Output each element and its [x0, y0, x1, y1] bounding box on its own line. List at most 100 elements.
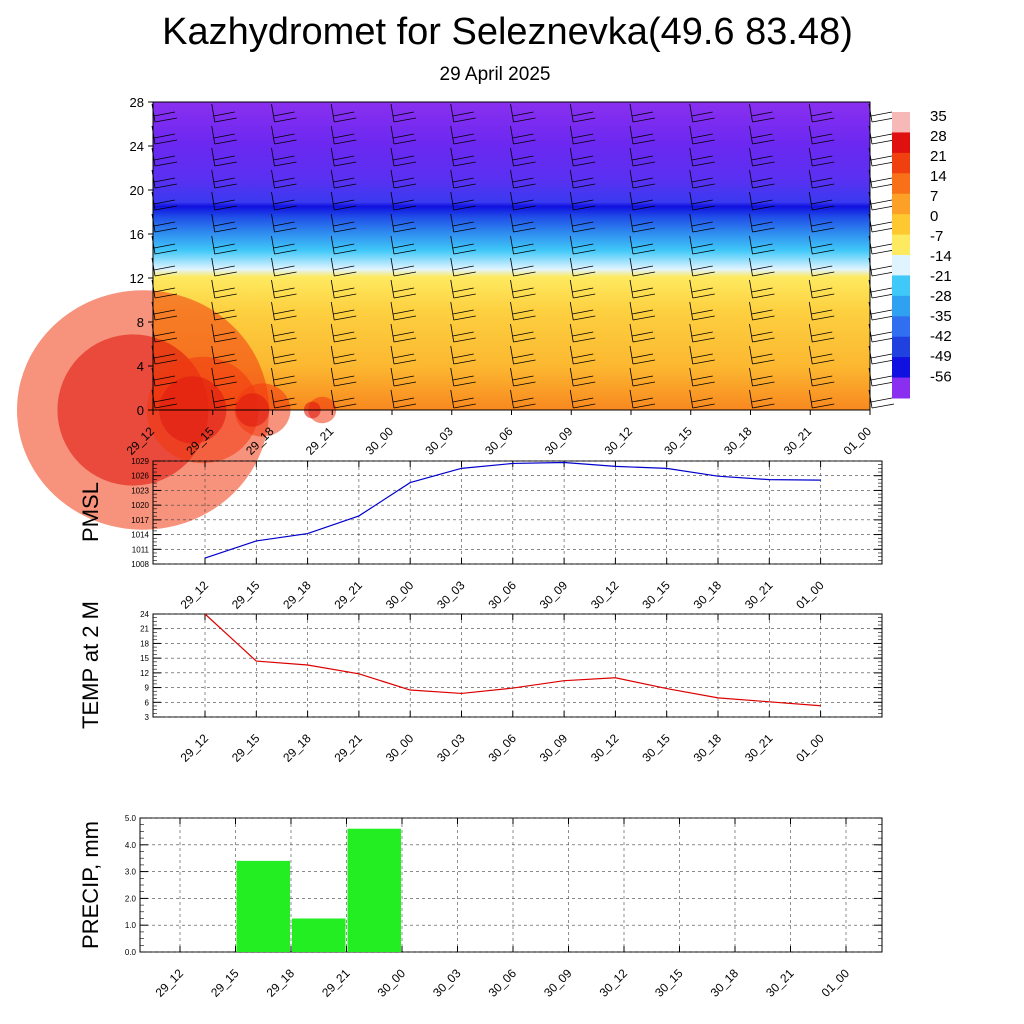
wind-barb: [211, 235, 237, 255]
wind-barb: [450, 367, 476, 387]
wind-barb: [330, 147, 357, 167]
precip-bar: [347, 828, 401, 952]
x-tick-label: 30_06: [485, 578, 519, 612]
y-tick-label: 1011: [132, 545, 150, 554]
wind-barb: [510, 367, 536, 387]
wind-barb: [569, 323, 596, 343]
wind-barb: [510, 125, 536, 145]
x-tick-label: 30_00: [383, 578, 417, 612]
wind-barb: [868, 389, 895, 409]
x-tick-label: 29_12: [153, 966, 187, 1000]
wind-barb: [271, 103, 297, 123]
wind-barb: [868, 367, 895, 387]
wind-barb: [749, 389, 775, 409]
wind-barb: [510, 103, 536, 123]
colorbar-segment: [892, 377, 910, 399]
x-tick-label: 30_12: [602, 424, 636, 458]
wind-barb: [450, 191, 476, 211]
wind-barb: [510, 345, 536, 365]
wind-barb: [569, 367, 596, 387]
wind-barb: [271, 191, 297, 211]
colorbar-segment: [892, 255, 910, 276]
wind-barb: [510, 169, 536, 189]
wind-barb: [569, 301, 596, 321]
x-tick-label: 29_15: [208, 966, 242, 1000]
x-tick-label: 29_21: [319, 966, 353, 1000]
wind-barb: [689, 389, 715, 409]
x-tick-label: 30_03: [434, 578, 468, 612]
wind-barb: [211, 389, 237, 409]
wind-barb: [868, 235, 895, 255]
wind-barb: [629, 191, 656, 211]
wind-barb: [629, 367, 656, 387]
wind-barb: [271, 279, 297, 299]
x-tick-label: 30_15: [661, 424, 695, 458]
wind-barb: [390, 257, 417, 277]
wind-barb: [689, 301, 715, 321]
x-tick-label: 29_15: [229, 578, 263, 612]
x-tick-label: 30_00: [363, 424, 397, 458]
wind-barb: [510, 147, 536, 167]
colorbar-label: -14: [930, 248, 952, 265]
wind-barb: [271, 345, 297, 365]
wind-barb: [390, 169, 417, 189]
pmsl-line: [204, 461, 821, 559]
y-tick-label: 3: [145, 713, 150, 722]
wind-barb: [689, 235, 715, 255]
wind-barb: [390, 367, 417, 387]
wind-barb: [390, 147, 417, 167]
y-tick-label: 21: [140, 625, 149, 634]
wind-barb: [629, 125, 656, 145]
colorbar-segment: [892, 173, 910, 195]
precip-panel: 0.0 1.0 2.0 3.0 4.0 5.0 29_12 29_15 29_18 29_21 30…: [78, 814, 883, 1000]
wind-barb: [211, 125, 237, 145]
x-tick-label: 30_18: [691, 731, 725, 765]
wind-barb: [569, 103, 596, 123]
x-tick-label: 29_12: [178, 731, 212, 765]
wind-barb: [390, 103, 417, 123]
wind-barb: [330, 169, 357, 189]
wind-barb: [390, 345, 417, 365]
temperature-field: [153, 102, 870, 410]
y-tick-label: 5.0: [125, 814, 137, 823]
y-tick-label: 24: [130, 139, 144, 154]
wind-barb: [510, 235, 536, 255]
x-tick-label: 30_00: [383, 731, 417, 765]
wind-barb: [868, 301, 895, 321]
wind-barb: [808, 125, 835, 145]
x-tick-label: 30_03: [422, 424, 456, 458]
wind-barb: [689, 125, 715, 145]
y-tick-label: 16: [130, 227, 144, 242]
colorbar-label: -35: [930, 308, 952, 325]
x-tick-label: 30_18: [708, 966, 742, 1000]
x-tick-label: 29_21: [332, 578, 366, 612]
x-tick-label: 30_09: [537, 731, 571, 765]
x-tick-label: 30_15: [639, 731, 673, 765]
wind-barb: [749, 279, 775, 299]
x-tick-label: 30_21: [742, 731, 776, 765]
wind-barb: [450, 301, 476, 321]
wind-barb: [749, 345, 775, 365]
y-tick-label: 15: [140, 654, 149, 663]
y-tick-label: 0.0: [125, 948, 137, 957]
colorbar-label: 14: [930, 168, 947, 185]
wind-barb: [569, 257, 596, 277]
wind-barb: [868, 279, 895, 299]
wind-barb: [629, 279, 656, 299]
x-tick-label: 30_09: [537, 578, 571, 612]
wind-barb: [808, 279, 835, 299]
wind-barb: [569, 389, 596, 409]
wind-barb: [569, 169, 596, 189]
y-tick-label: 1017: [131, 516, 149, 525]
wind-barb: [629, 389, 656, 409]
wind-barb: [689, 169, 715, 189]
wind-barb: [330, 257, 357, 277]
wind-barb: [689, 213, 715, 233]
y-axis-label: TEMP at 2 M: [78, 601, 103, 729]
wind-barb: [271, 169, 297, 189]
y-tick-label: 1026: [131, 472, 149, 481]
wind-barb: [689, 191, 715, 211]
colorbar-label: -56: [930, 368, 952, 385]
wind-barb: [330, 323, 357, 343]
colorbar-segment: [892, 193, 910, 215]
